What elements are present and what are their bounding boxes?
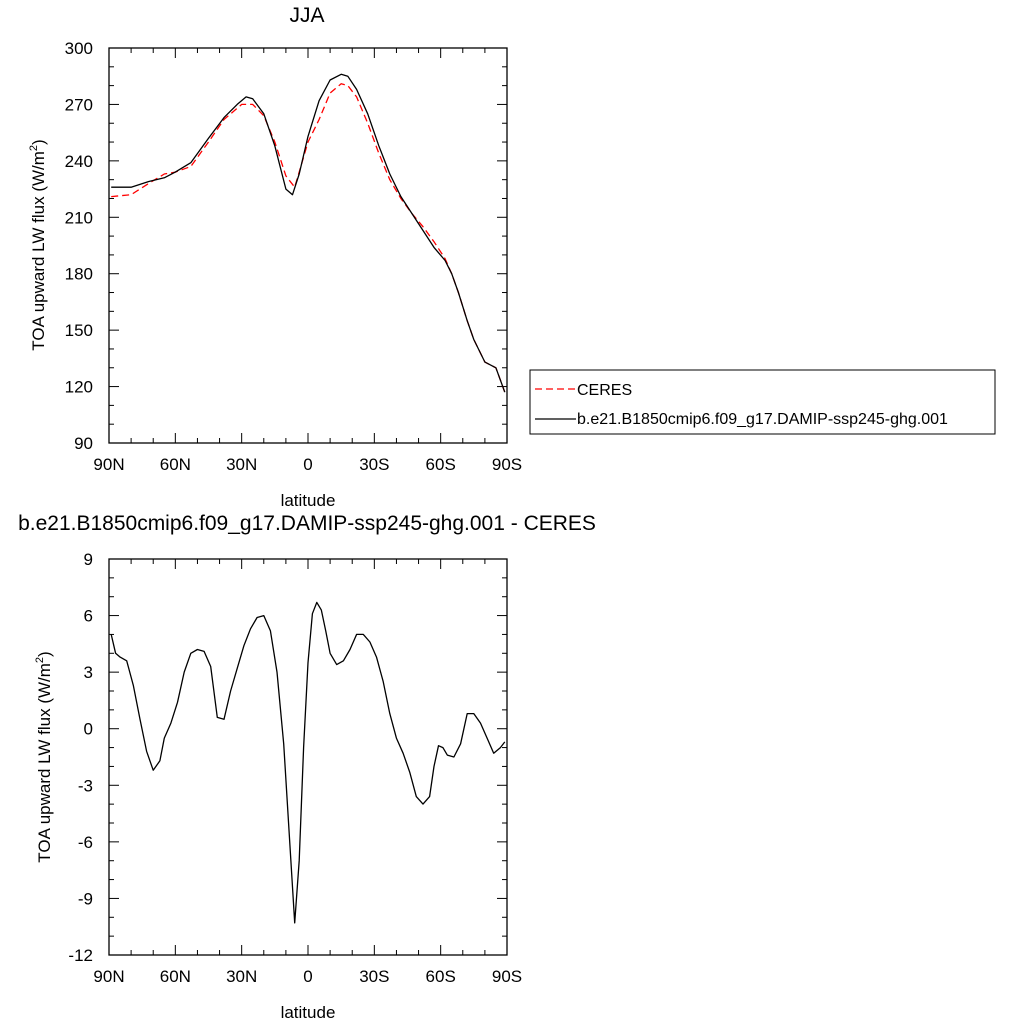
series-line-ceres	[111, 83, 506, 393]
y-tick-label: 120	[65, 378, 93, 397]
top-x-axis-label: latitude	[281, 491, 336, 510]
bottom-y-axis-label-end: )	[35, 651, 54, 657]
x-tick-label: 60N	[160, 455, 191, 474]
top-y-axis-label-main: TOA upward LW flux (W/m	[29, 151, 48, 351]
bottom-y-axis-label: TOA upward LW flux (W/m2)	[34, 651, 54, 862]
bottom-y-axis-label-sup: 2	[34, 657, 46, 663]
series-line-model	[111, 73, 506, 393]
x-tick-label: 90S	[492, 455, 522, 474]
bottom-panel-title: b.e21.B1850cmip6.f09_g17.DAMIP-ssp245-gh…	[18, 512, 596, 535]
x-tick-label: 30S	[359, 967, 389, 986]
top-y-axis-label-sup: 2	[28, 145, 40, 151]
y-tick-label: 210	[65, 208, 93, 227]
y-tick-label: -6	[78, 833, 93, 852]
y-tick-label: 0	[84, 720, 93, 739]
legend-label-model: b.e21.B1850cmip6.f09_g17.DAMIP-ssp245-gh…	[577, 411, 948, 428]
top-panel-jja: JJA 90N 60N 30N 0 30S 60S 90S 90 120 150 180 210 240…	[28, 4, 522, 510]
legend-label-ceres: CERES	[577, 382, 632, 399]
top-y-axis-label: TOA upward LW flux (W/m2)	[28, 139, 48, 350]
x-tick-label: 60S	[426, 967, 456, 986]
x-tick-label: 60N	[160, 967, 191, 986]
top-series-lines	[111, 73, 506, 393]
x-tick-label: 60S	[426, 455, 456, 474]
x-tick-label: 0	[303, 455, 312, 474]
bottom-axis-ticks: 90N 60N 30N 0 30S 60S 90S -12 -9 -6 -3 0 3 6 9	[68, 550, 522, 986]
y-tick-label: 90	[74, 434, 93, 453]
bottom-plot-frame	[108, 558, 508, 956]
bottom-x-axis-label: latitude	[281, 1003, 336, 1022]
top-panel-title: JJA	[289, 4, 324, 27]
series-line-model	[110, 601, 506, 924]
x-tick-label: 30S	[359, 455, 389, 474]
x-tick-label: 90S	[492, 967, 522, 986]
y-tick-label: 150	[65, 321, 93, 340]
x-tick-label: 90N	[93, 455, 124, 474]
legend: CERES b.e21.B1850cmip6.f09_g17.DAMIP-ssp…	[529, 369, 996, 435]
top-axis-ticks: 90N 60N 30N 0 30S 60S 90S 90 120 150 180 210 240 270 3…	[65, 39, 523, 474]
y-tick-label: 180	[65, 265, 93, 284]
bottom-y-axis-label-main: TOA upward LW flux (W/m	[35, 663, 54, 863]
bottom-panel-difference: b.e21.B1850cmip6.f09_g17.DAMIP-ssp245-gh…	[18, 512, 596, 1022]
y-tick-label: 9	[84, 550, 93, 569]
x-tick-label: 0	[303, 967, 312, 986]
y-tick-label: -3	[78, 776, 93, 795]
y-tick-label: 270	[65, 95, 93, 114]
y-tick-label: 300	[65, 39, 93, 58]
top-y-axis-label-end: )	[29, 139, 48, 145]
legend-box	[529, 369, 996, 435]
top-plot-frame	[108, 47, 508, 444]
x-tick-label: 30N	[226, 455, 257, 474]
y-tick-label: -12	[68, 946, 93, 965]
y-tick-label: 240	[65, 152, 93, 171]
bottom-series-lines	[110, 601, 506, 924]
y-tick-label: 3	[84, 663, 93, 682]
y-tick-label: 6	[84, 607, 93, 626]
x-tick-label: 30N	[226, 967, 257, 986]
x-tick-label: 90N	[93, 967, 124, 986]
y-tick-label: -9	[78, 889, 93, 908]
